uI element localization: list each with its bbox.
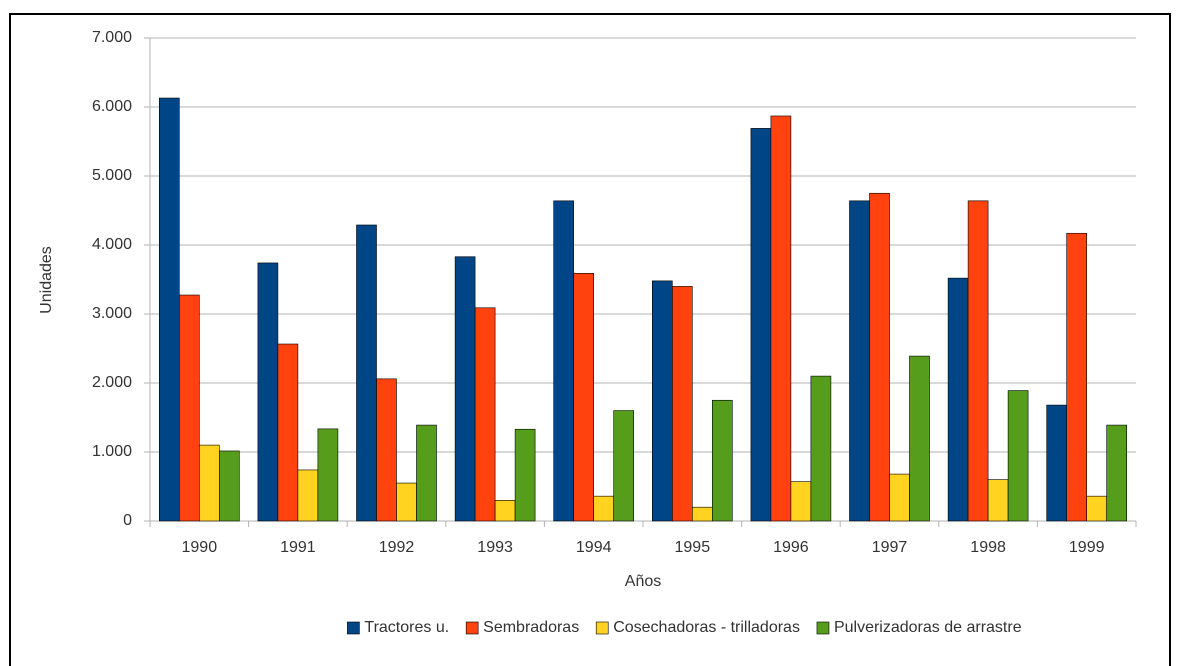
bar xyxy=(770,115,792,522)
bar xyxy=(987,479,1009,522)
x-tick-label: 1999 xyxy=(1069,539,1105,556)
bar xyxy=(1046,404,1067,522)
bar xyxy=(849,200,870,522)
bar xyxy=(553,200,575,522)
bar xyxy=(179,294,200,522)
legend-label: Tractores u. xyxy=(364,619,449,636)
y-tick-label: 0 xyxy=(123,512,132,529)
x-axis-label: Años xyxy=(625,573,661,590)
bar xyxy=(297,469,319,522)
bar xyxy=(396,482,417,522)
legend-label: Pulverizadoras de arrastre xyxy=(834,619,1022,636)
bar xyxy=(613,410,635,522)
bar xyxy=(593,495,615,522)
y-axis-label: Unidades xyxy=(38,246,55,314)
x-tick-label: 1994 xyxy=(576,539,612,556)
x-tick-label: 1993 xyxy=(477,539,513,556)
bar xyxy=(810,375,832,522)
y-tick-label: 2.000 xyxy=(92,374,132,391)
legend-swatch xyxy=(816,621,830,635)
bar xyxy=(1086,495,1107,522)
bar xyxy=(1066,232,1087,522)
y-tick-label: 3.000 xyxy=(92,305,132,322)
bar xyxy=(474,307,496,522)
bar xyxy=(671,286,693,522)
legend-swatch xyxy=(347,621,360,635)
bar xyxy=(159,97,180,522)
bar xyxy=(750,128,772,522)
y-tick-label: 5.000 xyxy=(92,167,132,184)
bar xyxy=(651,280,673,522)
bar xyxy=(790,481,812,522)
bar xyxy=(1007,390,1029,522)
y-tick-label: 4.000 xyxy=(92,236,132,253)
bar xyxy=(376,378,397,522)
bar xyxy=(219,450,240,522)
x-tick-label: 1992 xyxy=(379,539,415,556)
x-tick-label: 1998 xyxy=(970,539,1006,556)
bar xyxy=(869,192,890,522)
x-tick-label: 1996 xyxy=(773,539,809,556)
y-tick-label: 1.000 xyxy=(92,443,132,460)
bar xyxy=(909,355,930,522)
x-tick-label: 1991 xyxy=(280,539,316,556)
legend-swatch xyxy=(465,621,479,635)
x-tick-label: 1990 xyxy=(182,539,218,556)
legend-swatch xyxy=(595,621,609,635)
bar xyxy=(514,428,536,522)
bar xyxy=(711,399,733,522)
bar xyxy=(691,506,713,522)
bar xyxy=(416,424,437,522)
bar xyxy=(199,444,220,522)
bar xyxy=(317,428,339,522)
bar xyxy=(573,272,595,522)
y-tick-label: 6.000 xyxy=(92,98,132,115)
bar xyxy=(1106,424,1127,522)
bar xyxy=(277,343,299,522)
x-tick-label: 1997 xyxy=(872,539,908,556)
bar xyxy=(494,499,516,522)
bar xyxy=(889,473,910,522)
legend-label: Sembradoras xyxy=(483,619,579,636)
x-tick-label: 1995 xyxy=(675,539,711,556)
bar xyxy=(947,277,969,522)
bar xyxy=(967,200,989,522)
bar xyxy=(356,224,377,522)
bar xyxy=(454,256,476,522)
y-tick-label: 7.000 xyxy=(92,29,132,46)
bar xyxy=(257,262,279,522)
legend-label: Cosechadoras - trilladoras xyxy=(613,619,800,636)
